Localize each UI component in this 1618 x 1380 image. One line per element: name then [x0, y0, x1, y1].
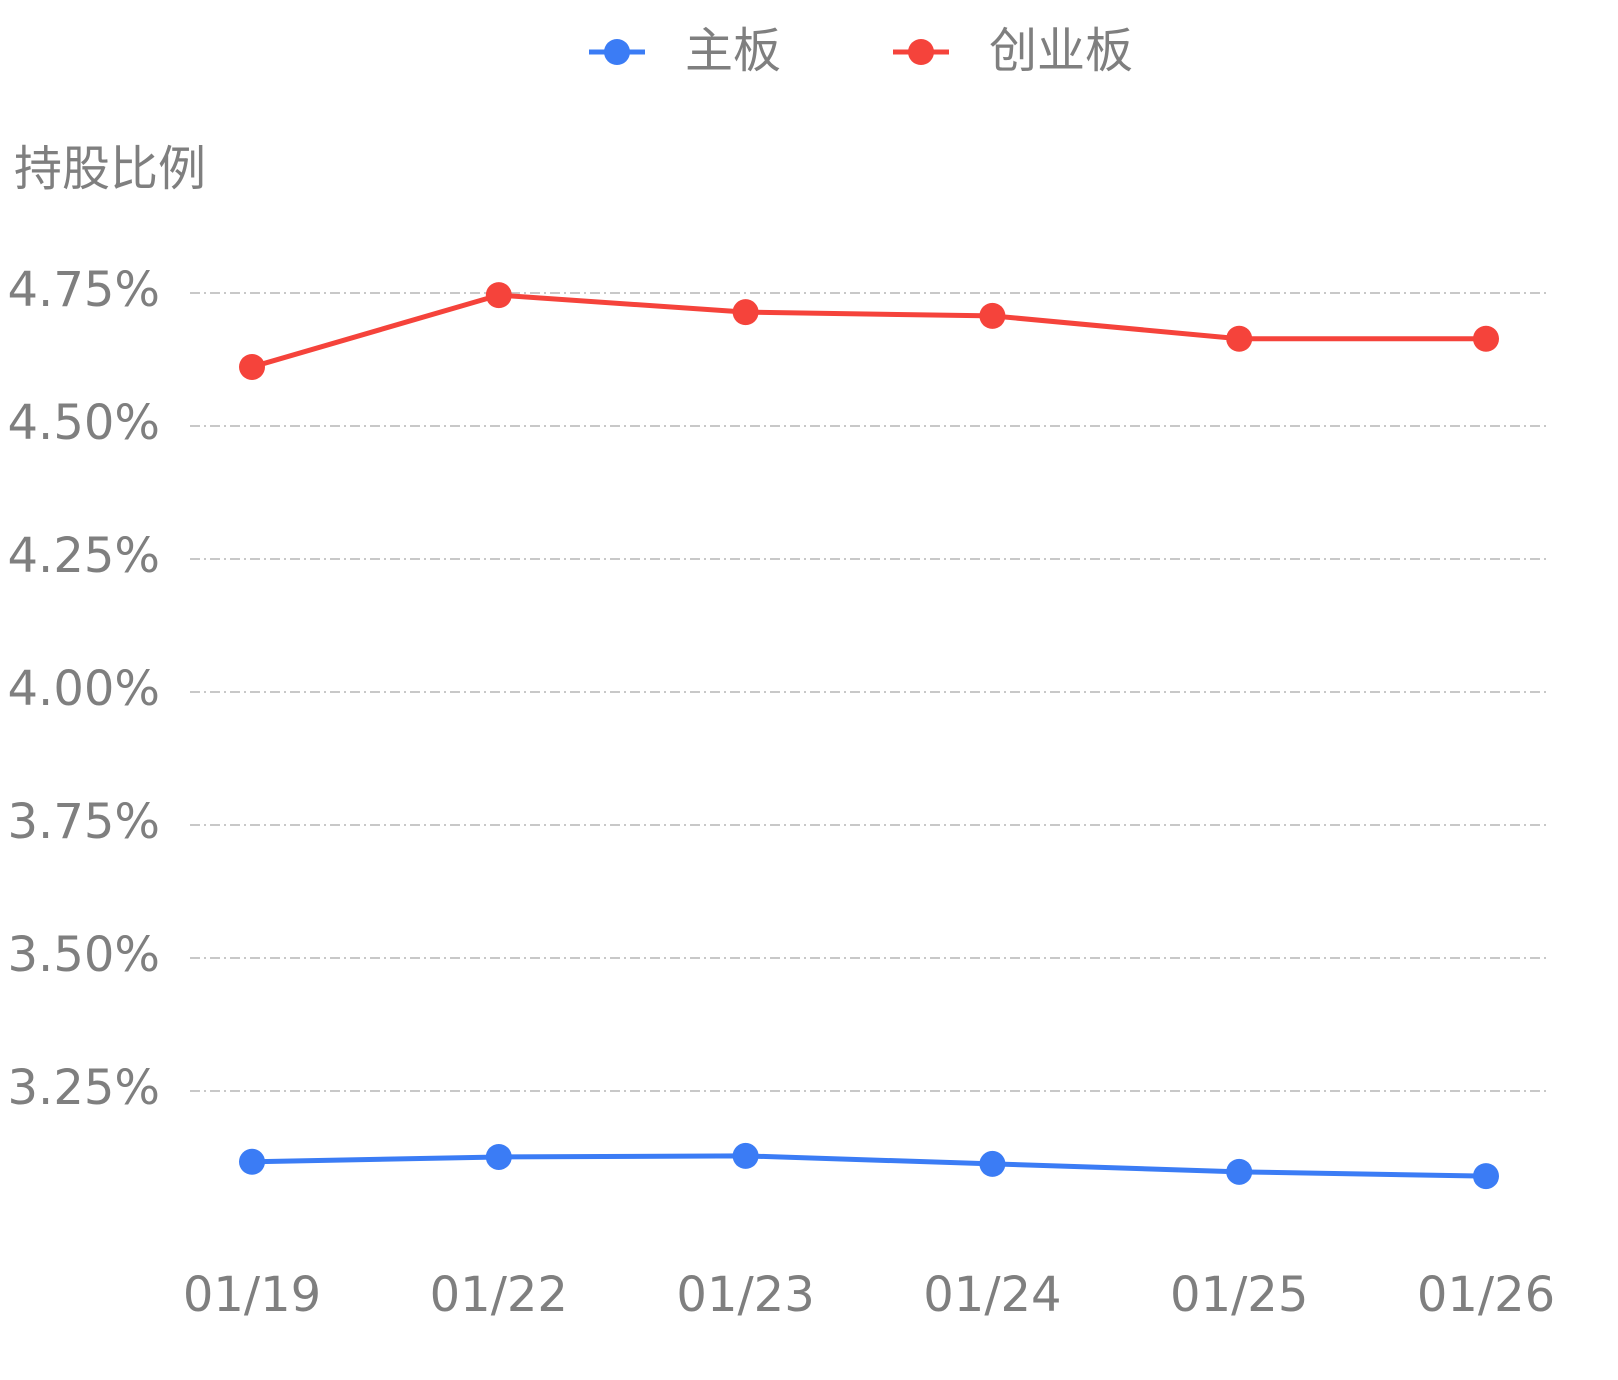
x-tick-label: 01/19	[183, 1267, 321, 1323]
x-tick-label: 01/26	[1417, 1267, 1555, 1323]
y-tick-label: 4.25%	[8, 528, 160, 584]
data-point	[979, 302, 1006, 329]
series-line	[251, 1153, 1487, 1179]
data-point	[1226, 1158, 1253, 1185]
legend-marker	[604, 39, 630, 65]
data-point	[485, 282, 512, 309]
y-tick-label: 4.50%	[8, 395, 160, 451]
y-axis-title: 持股比例	[14, 141, 206, 197]
y-tick-label: 3.50%	[8, 927, 160, 983]
series-line	[251, 292, 1486, 370]
data-point	[239, 353, 265, 380]
x-tick-label: 01/22	[430, 1267, 568, 1323]
legend-marker	[908, 39, 934, 65]
data-point	[239, 1148, 265, 1175]
data-point	[732, 1142, 759, 1169]
data-point	[485, 1143, 512, 1170]
data-point	[979, 1150, 1006, 1177]
legend-label: 创业板	[989, 23, 1133, 79]
data-point	[1226, 325, 1253, 352]
x-tick-label: 01/23	[676, 1267, 814, 1323]
legend-label: 主板	[685, 23, 781, 79]
data-point	[1473, 325, 1499, 352]
data-point	[732, 299, 759, 326]
y-tick-label: 3.25%	[8, 1060, 160, 1116]
y-tick-label: 4.00%	[8, 661, 160, 717]
y-tick-label: 4.75%	[8, 262, 160, 318]
y-tick-label: 3.75%	[8, 794, 160, 850]
x-tick-label: 01/25	[1170, 1267, 1308, 1323]
x-tick-label: 01/24	[923, 1267, 1061, 1323]
data-point	[1473, 1163, 1499, 1190]
